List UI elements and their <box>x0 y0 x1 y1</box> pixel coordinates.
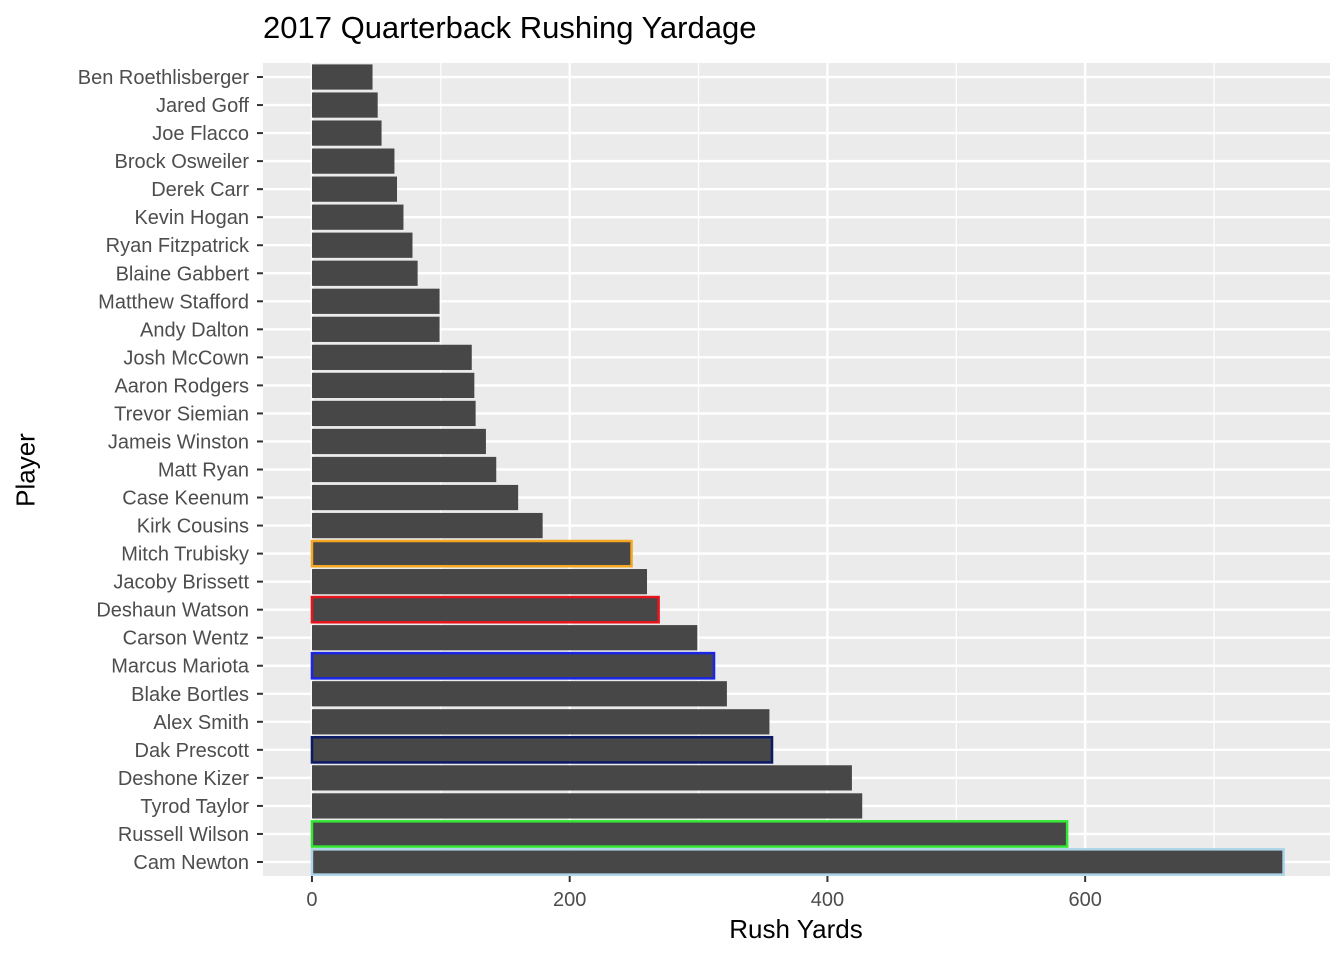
y-tick-label: Josh McCown <box>123 347 249 369</box>
y-tick-label: Trevor Siemian <box>114 403 249 425</box>
x-tick-label: 400 <box>811 889 844 911</box>
bar <box>311 400 476 427</box>
y-axis-title: Player <box>10 433 41 507</box>
bar <box>311 92 378 118</box>
highlighted-bar <box>310 651 716 680</box>
y-tick-label: Andy Dalton <box>140 319 249 341</box>
y-tick-label: Dak Prescott <box>135 740 250 762</box>
y-tick-label: Aaron Rodgers <box>114 375 249 397</box>
y-tick-label: Marcus Mariota <box>111 656 250 678</box>
chart-title: 2017 Quarterback Rushing Yardage <box>263 10 757 45</box>
bar <box>311 625 698 651</box>
bar <box>311 232 413 258</box>
bar <box>311 204 404 230</box>
highlighted-bar <box>310 848 1285 876</box>
x-axis-title: Rush Yards <box>729 914 863 944</box>
bar <box>311 120 382 146</box>
bar <box>311 344 472 370</box>
highlighted-bar <box>310 539 633 568</box>
bar <box>311 681 727 707</box>
y-tick-label: Blaine Gabbert <box>116 263 250 285</box>
y-tick-label: Matt Ryan <box>158 460 249 482</box>
bar <box>311 765 852 791</box>
y-tick-label: Kirk Cousins <box>137 516 249 538</box>
y-tick-label: Derek Carr <box>151 179 249 201</box>
y-tick-label: Ryan Fitzpatrick <box>106 235 250 257</box>
y-tick-label: Deshaun Watson <box>96 600 249 622</box>
y-tick-label: Brock Osweiler <box>115 151 250 173</box>
y-tick-label: Case Keenum <box>122 488 249 510</box>
y-tick-label: Blake Bortles <box>131 684 249 706</box>
x-tick-label: 200 <box>553 889 586 911</box>
bar <box>311 372 475 399</box>
bar <box>311 316 440 342</box>
bar <box>311 148 395 174</box>
y-tick-label: Alex Smith <box>153 712 249 734</box>
bar <box>311 569 648 595</box>
y-tick-label: Cam Newton <box>133 852 249 874</box>
highlighted-bar <box>310 735 774 764</box>
y-tick-label: Ben Roethlisberger <box>78 67 250 89</box>
y-tick-label: Tyrod Taylor <box>140 796 249 818</box>
y-tick-label: Jacoby Brissett <box>113 572 249 594</box>
bar <box>311 793 863 819</box>
y-tick-label: Carson Wentz <box>123 628 249 650</box>
y-tick-label: Joe Flacco <box>152 123 249 145</box>
y-tick-label: Russell Wilson <box>118 824 249 846</box>
y-tick-label: Matthew Stafford <box>98 291 249 313</box>
x-tick-label: 600 <box>1068 889 1101 911</box>
bar <box>311 64 373 90</box>
x-tick-label: 0 <box>306 889 317 911</box>
bar <box>311 288 440 314</box>
bar <box>311 428 486 455</box>
highlighted-bar <box>310 595 660 624</box>
bar <box>311 260 418 286</box>
y-tick-label: Mitch Trubisky <box>121 544 249 566</box>
y-tick-label: Kevin Hogan <box>134 207 249 229</box>
bar <box>311 512 543 539</box>
bar <box>311 176 398 202</box>
bar <box>311 456 497 483</box>
y-tick-label: Jameis Winston <box>108 431 249 453</box>
y-tick-label: Jared Goff <box>156 95 249 117</box>
bar <box>311 484 519 511</box>
bar <box>311 709 770 735</box>
y-tick-label: Deshone Kizer <box>118 768 250 790</box>
highlighted-bar <box>310 820 1069 848</box>
